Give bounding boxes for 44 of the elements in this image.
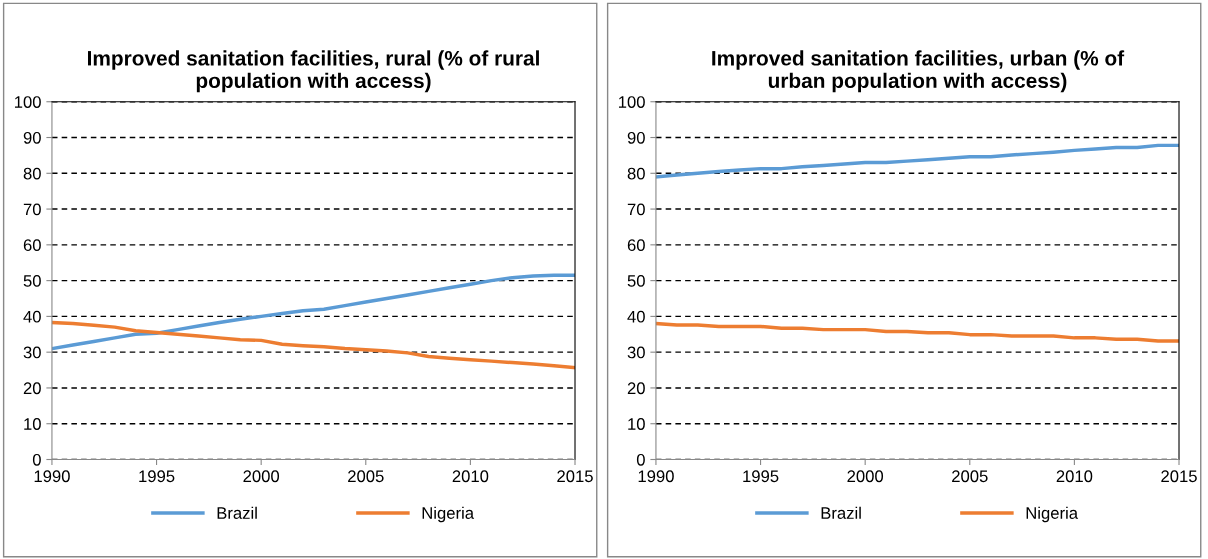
x-tick-label: 2000 bbox=[847, 470, 884, 483]
y-tick-label: 50 bbox=[627, 275, 645, 287]
y-tick-label: 0 bbox=[32, 453, 41, 466]
y-tick-label: 70 bbox=[23, 203, 41, 216]
legend-label: Nigeria bbox=[1026, 506, 1079, 523]
legend-label: Brazil bbox=[217, 506, 257, 519]
y-tick-label: 80 bbox=[627, 167, 645, 180]
chart-title: Improved sanitation facilities, rural (% of rural population with access) bbox=[87, 50, 539, 93]
y-tick-label: 30 bbox=[627, 346, 645, 359]
x-tick-label: 1990 bbox=[34, 470, 70, 483]
y-tick-label: 50 bbox=[23, 275, 41, 287]
y-tick-label: 90 bbox=[23, 131, 41, 144]
y-tick-label: 60 bbox=[23, 239, 41, 252]
y-tick-label: 60 bbox=[627, 239, 645, 252]
legend-label: Nigeria bbox=[422, 506, 475, 523]
y-tick-label: 20 bbox=[23, 382, 41, 395]
y-tick-label: 40 bbox=[627, 310, 645, 323]
y-tick-label: 20 bbox=[627, 382, 645, 395]
x-tick-label: 2015 bbox=[557, 470, 593, 483]
legend-label: Brazil bbox=[821, 506, 861, 519]
x-tick-label: 2005 bbox=[348, 470, 384, 483]
y-tick-label: 100 bbox=[618, 96, 645, 108]
line-series bbox=[655, 321, 1180, 343]
x-tick-label: 2005 bbox=[952, 470, 988, 483]
y-tick-label: 40 bbox=[23, 310, 41, 323]
x-tick-label: 1990 bbox=[638, 470, 674, 483]
x-tick-label: 2010 bbox=[452, 470, 489, 483]
y-tick-label: 10 bbox=[628, 418, 645, 430]
y-tick-label: 100 bbox=[14, 96, 41, 108]
chart-title: Improved sanitation facilities, urban (% of urban population with access) bbox=[712, 50, 1125, 93]
line-series bbox=[51, 320, 576, 370]
x-tick-label: 2000 bbox=[243, 470, 280, 483]
x-tick-label: 2015 bbox=[1161, 470, 1197, 483]
x-tick-label: 1995 bbox=[139, 470, 175, 483]
y-tick-label: 90 bbox=[627, 131, 645, 144]
y-tick-label: 0 bbox=[636, 453, 645, 466]
y-tick-label: 80 bbox=[23, 167, 41, 180]
y-tick-label: 30 bbox=[23, 346, 41, 359]
line-series bbox=[51, 273, 576, 351]
line-series bbox=[655, 143, 1180, 179]
x-tick-label: 1995 bbox=[743, 470, 779, 483]
x-tick-label: 2010 bbox=[1056, 470, 1093, 483]
y-tick-label: 70 bbox=[627, 203, 645, 216]
y-tick-label: 10 bbox=[24, 418, 41, 430]
